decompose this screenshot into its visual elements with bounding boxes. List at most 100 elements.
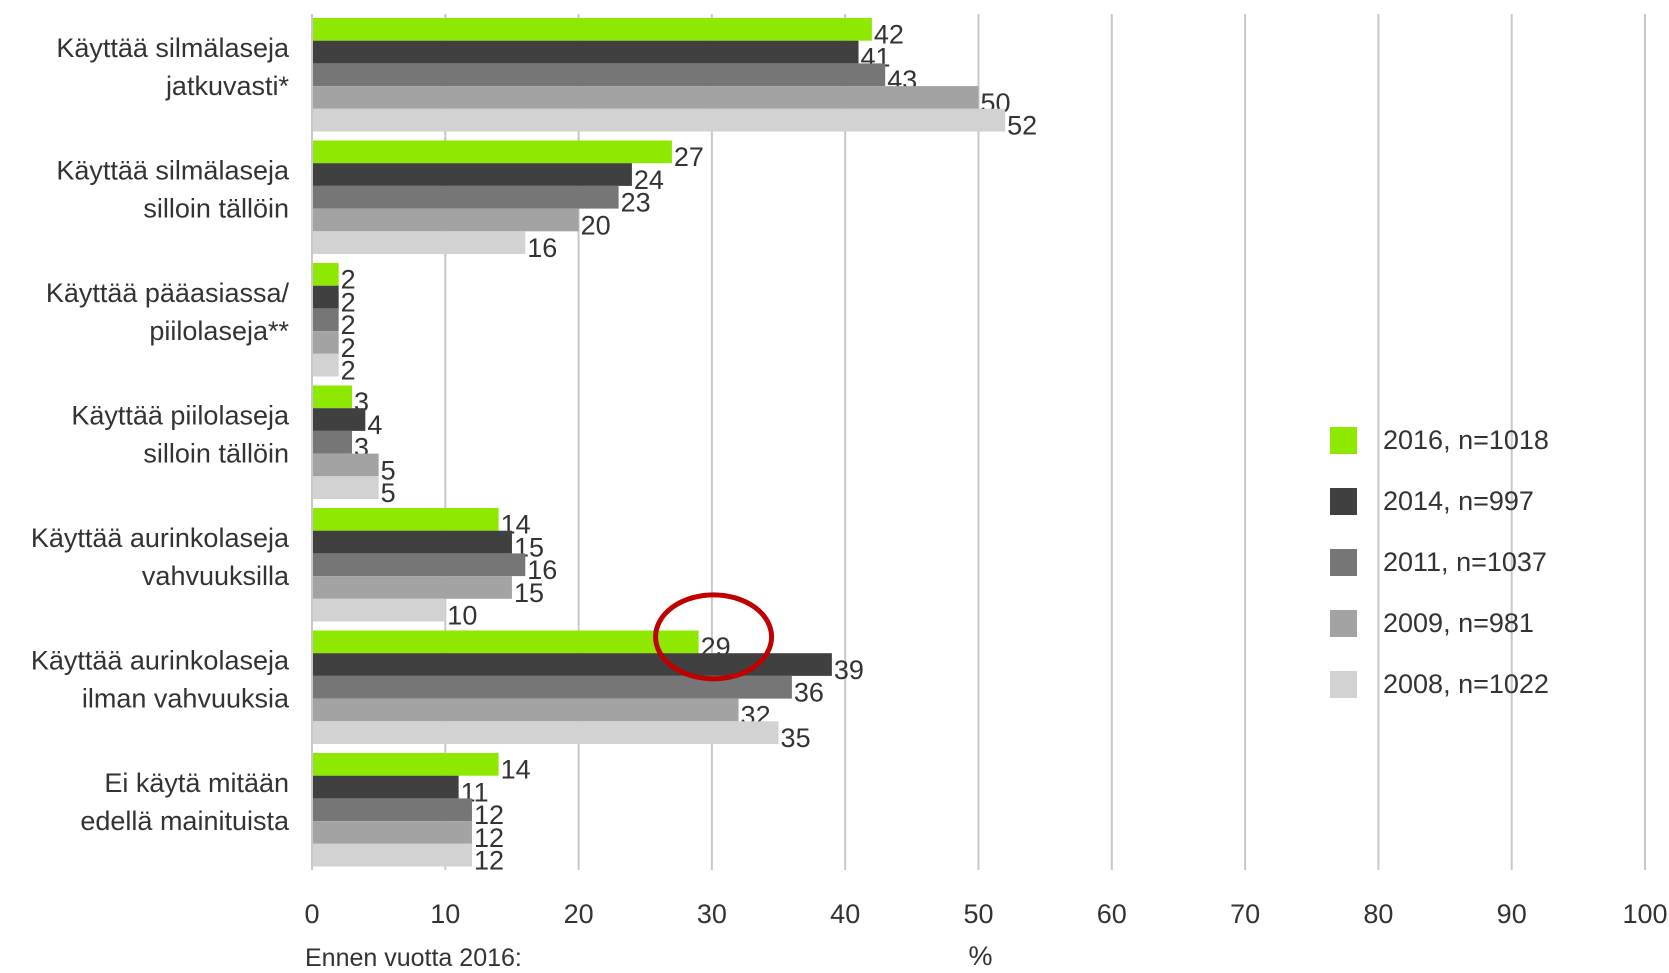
data-label: 2: [341, 310, 356, 340]
data-label: 16: [527, 233, 557, 263]
legend-label: 2011, n=1037: [1383, 547, 1547, 577]
data-label: 2: [341, 287, 356, 317]
bar: [312, 821, 472, 844]
bar: [312, 698, 739, 722]
bar: [312, 530, 512, 554]
legend: 2016, n=1018 2014, n=997 2011, n=1037 2009,…: [1330, 410, 1549, 715]
bar: [312, 721, 779, 744]
bar: [312, 331, 339, 354]
data-label: 5: [381, 455, 396, 485]
data-label: 12: [474, 846, 504, 876]
data-label: 35: [781, 723, 811, 753]
bar: [312, 598, 446, 622]
bar: [312, 508, 499, 531]
bar: [312, 285, 339, 309]
data-label: 12: [474, 823, 504, 853]
category-label: silloin tällöin: [143, 438, 289, 468]
data-label: 24: [634, 165, 664, 195]
x-tick-label: 80: [1363, 899, 1393, 929]
legend-item: 2011, n=1037: [1330, 532, 1549, 593]
x-axis-label: %: [968, 941, 992, 967]
data-label: 10: [447, 601, 477, 631]
legend-label: 2008, n=1022: [1383, 669, 1549, 699]
x-tick-label: 50: [963, 899, 993, 929]
bar: [312, 108, 1006, 132]
category-label: Käyttää piilolaseja: [71, 400, 290, 430]
bar: [312, 185, 619, 209]
category-label: Ei käytä mitään: [104, 768, 289, 798]
bar: [312, 630, 699, 654]
bar: [312, 163, 632, 186]
bar: [312, 18, 872, 41]
data-label: 12: [474, 800, 504, 830]
data-label: 16: [527, 555, 557, 585]
bar: [312, 208, 579, 232]
data-label: 36: [794, 678, 824, 708]
bar: [312, 408, 366, 431]
data-label: 14: [501, 755, 531, 785]
category-label: Käyttää silmälaseja: [56, 33, 290, 63]
bar: [312, 476, 379, 499]
bar: [312, 308, 339, 332]
bar: [312, 231, 526, 254]
bar: [312, 798, 472, 822]
legend-swatch: [1330, 610, 1357, 637]
category-label: edellä mainituista: [80, 806, 290, 836]
x-tick-label: 60: [1097, 899, 1127, 929]
data-label: 2: [341, 356, 356, 386]
x-tick-label: 10: [430, 899, 460, 929]
data-label: 2: [341, 265, 356, 295]
data-label: 42: [874, 20, 904, 50]
legend-item: 2016, n=1018: [1330, 410, 1549, 471]
category-label: ilman vahvuuksia: [82, 683, 290, 713]
legend-item: 2009, n=981: [1330, 593, 1549, 654]
bar: [312, 576, 512, 599]
data-label: 27: [674, 142, 704, 172]
category-label: Käyttää silmälaseja: [56, 155, 290, 185]
bar: [312, 63, 886, 87]
data-label: 23: [621, 188, 651, 218]
bar: [312, 385, 352, 409]
category-label: Käyttää aurinkolaseja: [31, 645, 290, 675]
category-label: Käyttää aurinkolaseja: [31, 523, 290, 553]
category-label: piilolaseja**: [149, 316, 289, 346]
data-label: 2: [341, 333, 356, 363]
legend-swatch: [1330, 671, 1357, 698]
bar: [312, 553, 526, 577]
bar: [312, 653, 832, 676]
x-tick-label: 0: [304, 899, 319, 929]
x-tick-label: 90: [1497, 899, 1527, 929]
bar: [312, 40, 859, 64]
footnote: Ennen vuotta 2016:: [305, 944, 522, 972]
highlight-ellipse: [653, 592, 775, 682]
bar: [312, 675, 792, 699]
legend-swatch: [1330, 488, 1357, 515]
data-label: 4: [367, 410, 382, 440]
data-label: 20: [581, 210, 611, 240]
legend-item: 2008, n=1022: [1330, 654, 1549, 715]
bar: [312, 353, 339, 377]
x-tick-label: 30: [697, 899, 727, 929]
legend-label: 2016, n=1018: [1383, 425, 1549, 455]
bar: [312, 140, 672, 164]
data-label: 39: [834, 655, 864, 685]
legend-swatch: [1330, 549, 1357, 576]
bar: [312, 86, 979, 109]
x-tick-label: 70: [1230, 899, 1260, 929]
bar: [312, 430, 352, 454]
bar: [312, 843, 472, 867]
bar: [312, 263, 339, 286]
bar: [312, 453, 379, 477]
category-label: Käyttää pääasiassa/: [46, 278, 290, 308]
category-label: jatkuvasti*: [165, 71, 290, 101]
bar: [312, 753, 499, 776]
category-label: silloin tällöin: [143, 193, 289, 223]
data-label: 52: [1007, 111, 1037, 141]
x-tick-label: 20: [564, 899, 594, 929]
legend-item: 2014, n=997: [1330, 471, 1549, 532]
x-tick-label: 100: [1622, 899, 1667, 929]
category-label: vahvuuksilla: [142, 561, 290, 591]
x-tick-label: 40: [830, 899, 860, 929]
legend-label: 2009, n=981: [1383, 608, 1534, 638]
